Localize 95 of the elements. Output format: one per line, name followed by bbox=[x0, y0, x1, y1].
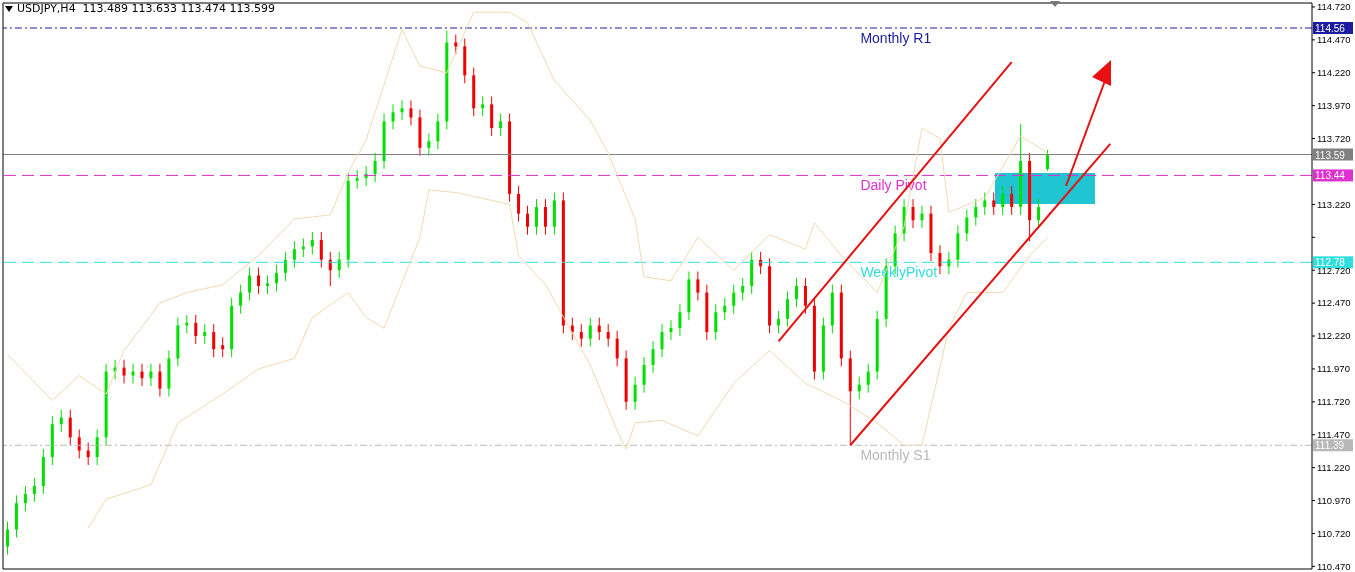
candlestick bbox=[866, 363, 870, 394]
candlestick bbox=[606, 323, 610, 348]
candlestick bbox=[248, 267, 252, 301]
candlestick bbox=[274, 264, 278, 292]
candlestick bbox=[149, 363, 153, 387]
candlestick bbox=[77, 428, 81, 459]
y-tick-label: 111.470 bbox=[1317, 429, 1350, 441]
candlestick bbox=[131, 363, 135, 384]
candlestick bbox=[579, 323, 583, 348]
candlestick bbox=[517, 185, 521, 222]
candlestick bbox=[678, 303, 682, 337]
candlestick bbox=[23, 485, 27, 512]
candlestick bbox=[266, 274, 270, 295]
y-tick-label: 111.720 bbox=[1317, 396, 1350, 408]
candlestick bbox=[319, 231, 323, 269]
text: 114.56 bbox=[1315, 23, 1346, 35]
candlestick bbox=[409, 99, 413, 126]
candlestick bbox=[696, 271, 700, 301]
candlestick bbox=[786, 290, 790, 328]
candlestick bbox=[965, 209, 969, 242]
candlestick bbox=[803, 277, 807, 315]
candlestick bbox=[373, 152, 377, 183]
text: 113.59 bbox=[1315, 149, 1346, 161]
candlestick bbox=[499, 113, 503, 137]
candlestick bbox=[221, 336, 225, 358]
y-tick-label: 111.220 bbox=[1317, 462, 1350, 474]
candlestick bbox=[938, 244, 942, 275]
candlestick bbox=[6, 521, 9, 556]
candlestick bbox=[1010, 185, 1014, 216]
candlestick bbox=[920, 205, 924, 229]
candlestick bbox=[1001, 185, 1005, 216]
candlestick bbox=[857, 376, 861, 400]
y-tick-label: 114.470 bbox=[1317, 34, 1351, 46]
candlestick bbox=[983, 192, 987, 216]
text: 111.39 bbox=[1315, 440, 1345, 452]
candlestick bbox=[741, 277, 745, 301]
chart-title: USDJPY,H4 113.489 113.633 113.474 113.599 bbox=[17, 2, 276, 15]
y-tick-label: 113.220 bbox=[1317, 198, 1351, 210]
candlestick bbox=[633, 376, 637, 411]
candlestick bbox=[543, 198, 547, 236]
candlestick bbox=[588, 317, 592, 348]
candlestick bbox=[723, 297, 727, 321]
candlestick bbox=[534, 198, 538, 236]
y-tick-label: 114.220 bbox=[1317, 67, 1351, 79]
candlestick bbox=[257, 267, 261, 295]
candlestick bbox=[642, 356, 646, 394]
y-tick-label: 112.220 bbox=[1317, 330, 1351, 342]
candlestick bbox=[355, 169, 359, 190]
candlestick bbox=[391, 103, 395, 130]
candlestick bbox=[669, 319, 673, 341]
candlestick bbox=[283, 251, 287, 282]
y-tick-label: 112.470 bbox=[1317, 297, 1351, 309]
candlestick bbox=[1046, 149, 1050, 172]
y-tick-label: 113.970 bbox=[1317, 100, 1351, 112]
candlestick bbox=[140, 363, 144, 387]
candlestick bbox=[194, 314, 198, 345]
candlestick bbox=[59, 409, 63, 433]
candlestick bbox=[615, 330, 619, 367]
candlestick bbox=[427, 132, 431, 157]
candlestick bbox=[570, 317, 574, 341]
candlestick bbox=[732, 284, 736, 315]
candlestick bbox=[310, 231, 314, 255]
candlestick bbox=[714, 303, 718, 341]
candlestick bbox=[794, 277, 798, 308]
candlestick bbox=[122, 359, 126, 384]
candlestick bbox=[203, 323, 207, 345]
y-tick-label: 111.970 bbox=[1317, 363, 1350, 375]
candlestick bbox=[292, 240, 296, 269]
candlestick bbox=[651, 340, 655, 374]
candlestick bbox=[86, 442, 90, 466]
ref-line-label: Monthly R1 bbox=[860, 30, 932, 47]
y-tick-label: 114.720 bbox=[1317, 1, 1351, 13]
y-tick-label: 113.720 bbox=[1317, 132, 1351, 144]
candlestick bbox=[212, 323, 216, 358]
candlestick bbox=[992, 192, 996, 216]
candlestick bbox=[490, 95, 494, 137]
candlestick bbox=[95, 428, 99, 466]
candlestick bbox=[597, 317, 601, 341]
candlestick bbox=[68, 409, 72, 446]
candlestick bbox=[400, 99, 404, 121]
candlestick bbox=[32, 477, 36, 503]
candlestick bbox=[660, 323, 664, 358]
ref-line-label: Monthly S1 bbox=[860, 447, 931, 464]
y-tick-label: 110.970 bbox=[1317, 494, 1351, 506]
candlestick bbox=[436, 113, 440, 150]
y-tick-label: 110.720 bbox=[1317, 527, 1351, 539]
candlestick bbox=[239, 284, 243, 315]
candlestick bbox=[481, 95, 485, 117]
y-tick-label: 110.470 bbox=[1317, 560, 1351, 572]
candlestick bbox=[777, 310, 781, 334]
text: 113.44 bbox=[1315, 170, 1346, 182]
candlestick bbox=[911, 198, 915, 229]
candlestick bbox=[974, 198, 978, 226]
candlestick bbox=[158, 363, 162, 398]
candlestick bbox=[526, 205, 530, 236]
